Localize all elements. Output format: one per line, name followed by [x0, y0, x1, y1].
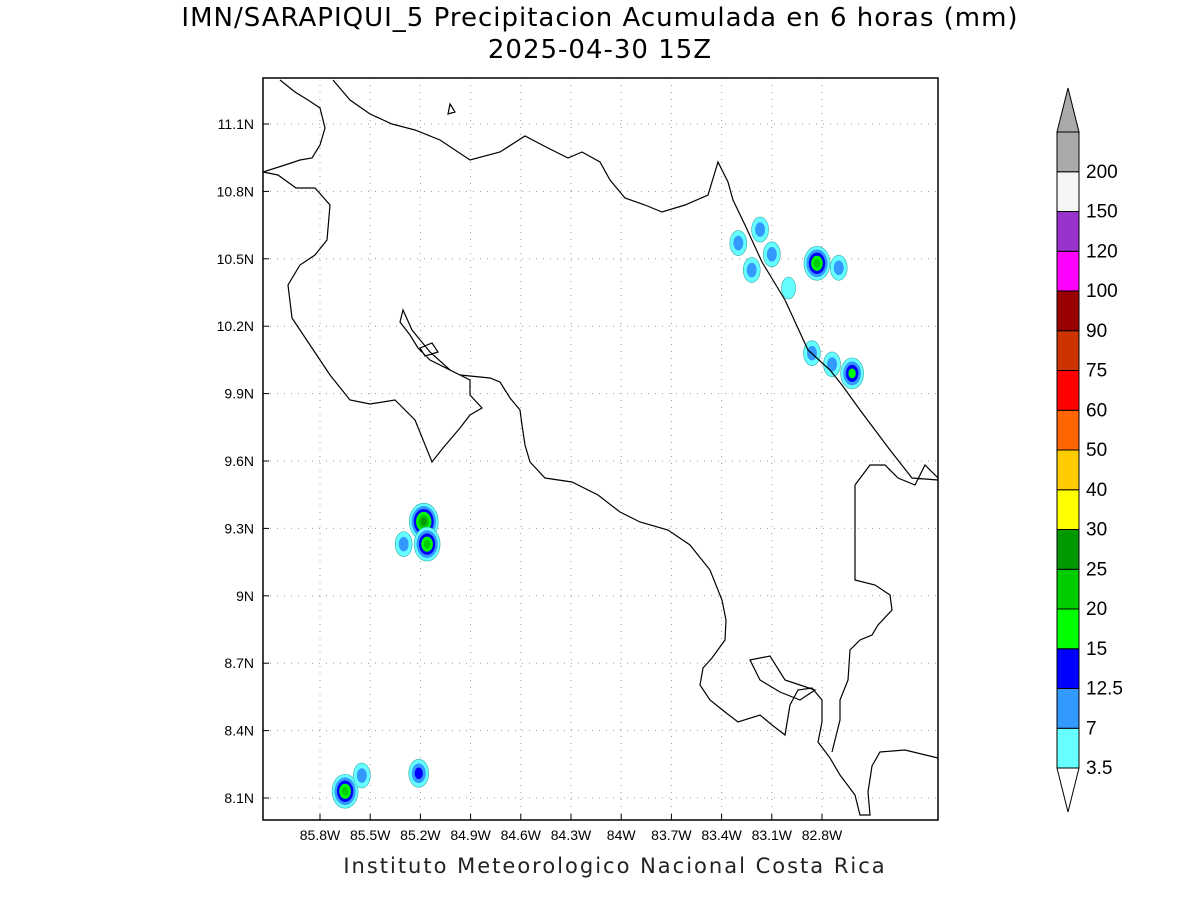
- longitude-tick-labels: 85.8W 85.5W 85.2W 84.9W 84.6W 84.3W 84W 83.7W 83…: [300, 827, 843, 843]
- precip-cell: [781, 276, 796, 300]
- precip-cell: [331, 773, 359, 809]
- map-background: [263, 78, 938, 820]
- precip-cell: [413, 526, 441, 562]
- map-subtitle: 2025-04-30 15Z: [487, 35, 713, 65]
- lon-tick-label: 83.7W: [651, 827, 692, 843]
- colorbar-swatch: [1056, 409, 1080, 451]
- lon-tick-label: 84W: [607, 827, 637, 843]
- latitude-tick-labels: 11.1N 10.8N 10.5N 10.2N 9.9N 9.6N 9.3N 9N 8.7N 8.…: [217, 116, 254, 806]
- precip-contour: [827, 357, 837, 372]
- map-title: IMN/SARAPIQUI_5 Precipitacion Acumulada …: [181, 3, 1019, 33]
- colorbar-swatch: [1056, 449, 1080, 491]
- colorbar-swatch: [1056, 608, 1080, 650]
- map-frame: [262, 77, 939, 821]
- lat-tick-label: 9.9N: [224, 386, 254, 402]
- colorbar-level-label: 3.5: [1086, 758, 1112, 779]
- precip-contour: [755, 222, 766, 237]
- precip-contour: [356, 768, 367, 783]
- colorbar-swatch: [1056, 330, 1080, 371]
- colorbar-swatch: [1056, 250, 1080, 292]
- precip-contour: [398, 536, 409, 552]
- lat-tick-label: 8.1N: [224, 790, 254, 806]
- lat-tick-label: 10.5N: [217, 251, 254, 267]
- colorbar-swatch: [1056, 529, 1080, 570]
- precip-cell: [408, 758, 430, 788]
- precip-cell: [394, 531, 413, 557]
- lon-tick-label: 84.3W: [551, 827, 592, 843]
- footer-credit: Instituto Meteorologico Nacional Costa R…: [343, 854, 887, 878]
- lat-tick-label: 10.2N: [217, 318, 254, 334]
- colorbar-level-label: 150: [1086, 202, 1118, 223]
- precip-cell: [729, 230, 748, 256]
- colorbar-level-label: 100: [1086, 281, 1118, 302]
- lon-tick-label: 84.6W: [501, 827, 542, 843]
- precip-contour: [813, 258, 821, 268]
- precip-contour: [746, 262, 757, 278]
- lon-tick-label: 85.8W: [300, 827, 341, 843]
- lat-tick-label: 9N: [236, 588, 254, 604]
- colorbar-swatch: [1056, 489, 1080, 530]
- graticule-grid: [263, 78, 938, 820]
- precip-cell: [742, 257, 761, 283]
- coastline-layer: [263, 79, 938, 816]
- colorbar-swatch: [1056, 727, 1080, 769]
- precip-cell: [762, 241, 781, 268]
- lat-tick-label: 10.8N: [217, 183, 254, 199]
- lat-tick-label: 8.4N: [224, 723, 254, 739]
- colorbar-level-label: 200: [1086, 162, 1118, 183]
- colorbar-level-label: 60: [1086, 400, 1107, 421]
- precip-cell: [803, 245, 831, 281]
- lon-tick-label: 84.9W: [450, 827, 491, 843]
- precip-cell: [823, 351, 841, 378]
- lat-tick-label: 8.7N: [224, 655, 254, 671]
- colorbar-level-label: 90: [1086, 321, 1107, 342]
- colorbar-swatch: [1056, 171, 1080, 212]
- colorbar-swatch: [1056, 370, 1080, 411]
- precip-cell: [751, 216, 769, 243]
- colorbar-swatch: [1056, 211, 1080, 252]
- colorbar-level-label: 50: [1086, 440, 1107, 461]
- colorbar-level-label: 120: [1086, 241, 1118, 262]
- lon-tick-label: 83.1W: [752, 827, 793, 843]
- lon-tick-label: 85.5W: [350, 827, 391, 843]
- precip-contour: [423, 539, 431, 549]
- colorbar-bottom-arrow: [1056, 767, 1080, 813]
- colorbar-level-label: 75: [1086, 361, 1107, 382]
- lat-tick-label: 9.3N: [224, 520, 254, 536]
- precip-contour: [420, 517, 427, 526]
- precip-cell: [840, 357, 864, 390]
- precip-contour: [766, 247, 777, 262]
- colorbar-level-label: 12.5: [1086, 679, 1123, 700]
- colorbar-swatch: [1056, 648, 1080, 689]
- lon-tick-label: 82.8W: [802, 827, 843, 843]
- costa-rica-coastline: [263, 79, 938, 816]
- colorbar-swatch: [1056, 568, 1080, 610]
- colorbar-swatch: [1056, 290, 1080, 332]
- colorbar-legend: 3.5 7 12.5 15 20 25 30 40 50 60 75 90 100 120 150 200: [1056, 87, 1123, 813]
- colorbar-swatch: [1056, 131, 1080, 173]
- precip-contour: [848, 368, 856, 379]
- lat-tick-label: 9.6N: [224, 453, 254, 469]
- precip-contour: [414, 767, 423, 780]
- precip-contour: [341, 786, 349, 796]
- colorbar-level-label: 25: [1086, 559, 1107, 580]
- precip-cell: [353, 762, 371, 789]
- colorbar-level-label: 15: [1086, 639, 1107, 660]
- colorbar-level-label: 20: [1086, 599, 1107, 620]
- colorbar-level-label: 7: [1086, 718, 1097, 739]
- precip-contour: [833, 260, 844, 276]
- precip-contour: [781, 276, 796, 300]
- lon-tick-label: 85.2W: [400, 827, 441, 843]
- colorbar-top-arrow: [1056, 87, 1080, 133]
- colorbar-level-label: 40: [1086, 480, 1107, 501]
- colorbar-level-label: 30: [1086, 520, 1107, 541]
- lon-tick-label: 83.4W: [701, 827, 742, 843]
- lat-tick-label: 11.1N: [218, 116, 254, 132]
- colorbar-swatch: [1056, 688, 1080, 729]
- precip-cell: [829, 254, 848, 281]
- precip-contour: [733, 235, 744, 251]
